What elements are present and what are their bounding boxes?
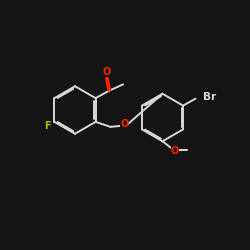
- Text: Br: Br: [203, 92, 216, 102]
- Text: O: O: [103, 67, 111, 77]
- Text: F: F: [44, 122, 51, 132]
- Text: O: O: [120, 120, 128, 130]
- Text: O: O: [171, 146, 179, 156]
